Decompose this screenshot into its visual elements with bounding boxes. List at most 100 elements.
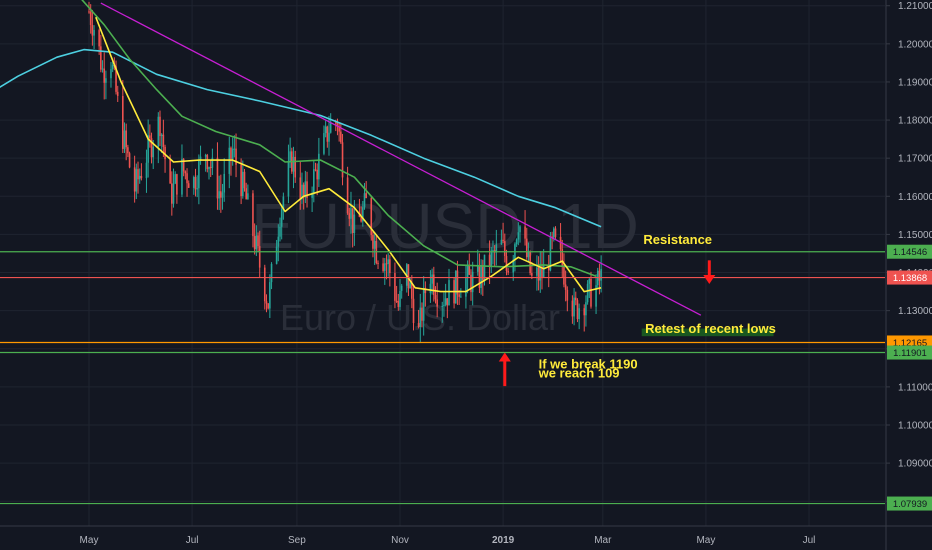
annotation-text: Resistance bbox=[643, 232, 712, 247]
candle-body bbox=[574, 297, 577, 301]
plot-background bbox=[0, 0, 885, 526]
candle-body bbox=[470, 274, 472, 293]
candle-body bbox=[571, 300, 574, 317]
candle-body bbox=[128, 153, 131, 168]
candle-body bbox=[341, 142, 344, 178]
candle-body bbox=[476, 264, 479, 272]
moving-average-yellow bbox=[95, 16, 602, 293]
candle-body bbox=[338, 126, 340, 132]
candle-body bbox=[160, 134, 163, 137]
price-tag-bg bbox=[887, 345, 932, 360]
candle-body bbox=[282, 196, 285, 209]
candle-body bbox=[583, 308, 586, 316]
trendline-group bbox=[100, 2, 702, 316]
candle-body bbox=[111, 64, 114, 70]
candle-body bbox=[446, 298, 449, 306]
candle-body bbox=[382, 263, 384, 271]
price-axis[interactable]: 1.21000 1.20000 1.19000 1.18000 1.17000 1.160… bbox=[885, 0, 932, 550]
candle-body bbox=[590, 279, 592, 307]
candle-body bbox=[549, 236, 552, 271]
candle-body bbox=[478, 264, 481, 288]
candle-body bbox=[460, 296, 462, 298]
candle-body bbox=[397, 301, 400, 307]
candle-body bbox=[443, 304, 445, 306]
annotation-text: we reach 109 bbox=[538, 366, 620, 381]
price-tick-label: 1.10000 bbox=[898, 420, 932, 431]
price-tick-label: 1.11000 bbox=[898, 382, 932, 393]
candle-body bbox=[336, 122, 339, 127]
candle-body bbox=[559, 236, 562, 250]
arrow-down-icon bbox=[703, 260, 716, 285]
candle-body bbox=[598, 270, 601, 281]
candle-body bbox=[323, 133, 325, 154]
candle-body bbox=[220, 191, 222, 198]
candle-body bbox=[275, 246, 278, 264]
annotation-text: Retest of recent lows bbox=[645, 321, 776, 336]
price-tag-label: 1.14546 bbox=[893, 247, 927, 258]
candle-body bbox=[483, 254, 486, 281]
candle-body bbox=[525, 238, 528, 258]
candle-body bbox=[140, 175, 143, 179]
candle-body bbox=[553, 228, 555, 238]
candle-body bbox=[458, 294, 460, 297]
candle-body bbox=[240, 164, 242, 197]
candle-body bbox=[145, 162, 148, 179]
candle-body bbox=[505, 255, 508, 271]
candle-body bbox=[258, 246, 261, 268]
candle-body bbox=[468, 265, 471, 275]
candle-body bbox=[171, 183, 173, 204]
price-tag-label: 1.13868 bbox=[893, 273, 927, 284]
candle-body bbox=[547, 265, 550, 271]
candle-body bbox=[563, 265, 565, 285]
candle-body bbox=[537, 267, 540, 281]
retest-zone-box bbox=[641, 328, 774, 337]
candle-body bbox=[365, 193, 367, 199]
time-tick-label: May bbox=[696, 535, 715, 546]
candle-body bbox=[125, 130, 127, 148]
candle-body bbox=[98, 30, 100, 47]
candle-body bbox=[492, 250, 494, 252]
candle-body bbox=[206, 155, 209, 170]
candle-body bbox=[289, 151, 291, 161]
moving-averages bbox=[0, 0, 602, 293]
candle-body bbox=[123, 130, 126, 149]
candle-body bbox=[287, 160, 290, 197]
candle-body bbox=[147, 135, 149, 163]
candle-body bbox=[306, 181, 308, 198]
candle-body bbox=[407, 264, 410, 289]
candle-body bbox=[270, 263, 273, 283]
price-tag-bg bbox=[887, 270, 932, 285]
price-tag-bg bbox=[887, 244, 932, 259]
candle-body bbox=[507, 270, 509, 273]
candle-body bbox=[419, 307, 422, 328]
candle-body bbox=[329, 122, 332, 133]
candle-body bbox=[429, 283, 432, 294]
candle-body bbox=[385, 263, 388, 265]
candle-body bbox=[573, 297, 575, 317]
candle-body bbox=[436, 299, 438, 307]
candle-body bbox=[301, 184, 303, 200]
candle-body bbox=[243, 171, 246, 189]
time-axis[interactable]: May Jul Sep Nov 2019 Mar May Jul bbox=[0, 525, 932, 550]
candle-body bbox=[395, 300, 398, 302]
candle-body bbox=[181, 158, 183, 195]
arrow-head bbox=[498, 352, 511, 362]
candle-body bbox=[280, 208, 283, 227]
candle-body bbox=[409, 282, 411, 289]
candle-body bbox=[91, 24, 94, 36]
time-tick-label: Jul bbox=[803, 535, 816, 546]
candle-body bbox=[101, 68, 104, 70]
time-tick-label: Nov bbox=[391, 535, 409, 546]
horizontal-levels bbox=[0, 251, 885, 505]
candle-body bbox=[89, 11, 92, 25]
candle-body bbox=[585, 302, 587, 316]
candle-body bbox=[231, 148, 234, 160]
candle-body bbox=[503, 241, 506, 256]
candle-body bbox=[517, 232, 520, 240]
candle-body bbox=[157, 116, 160, 147]
candle-body bbox=[340, 131, 342, 143]
candle-body bbox=[216, 157, 219, 199]
candle-body bbox=[326, 126, 329, 142]
